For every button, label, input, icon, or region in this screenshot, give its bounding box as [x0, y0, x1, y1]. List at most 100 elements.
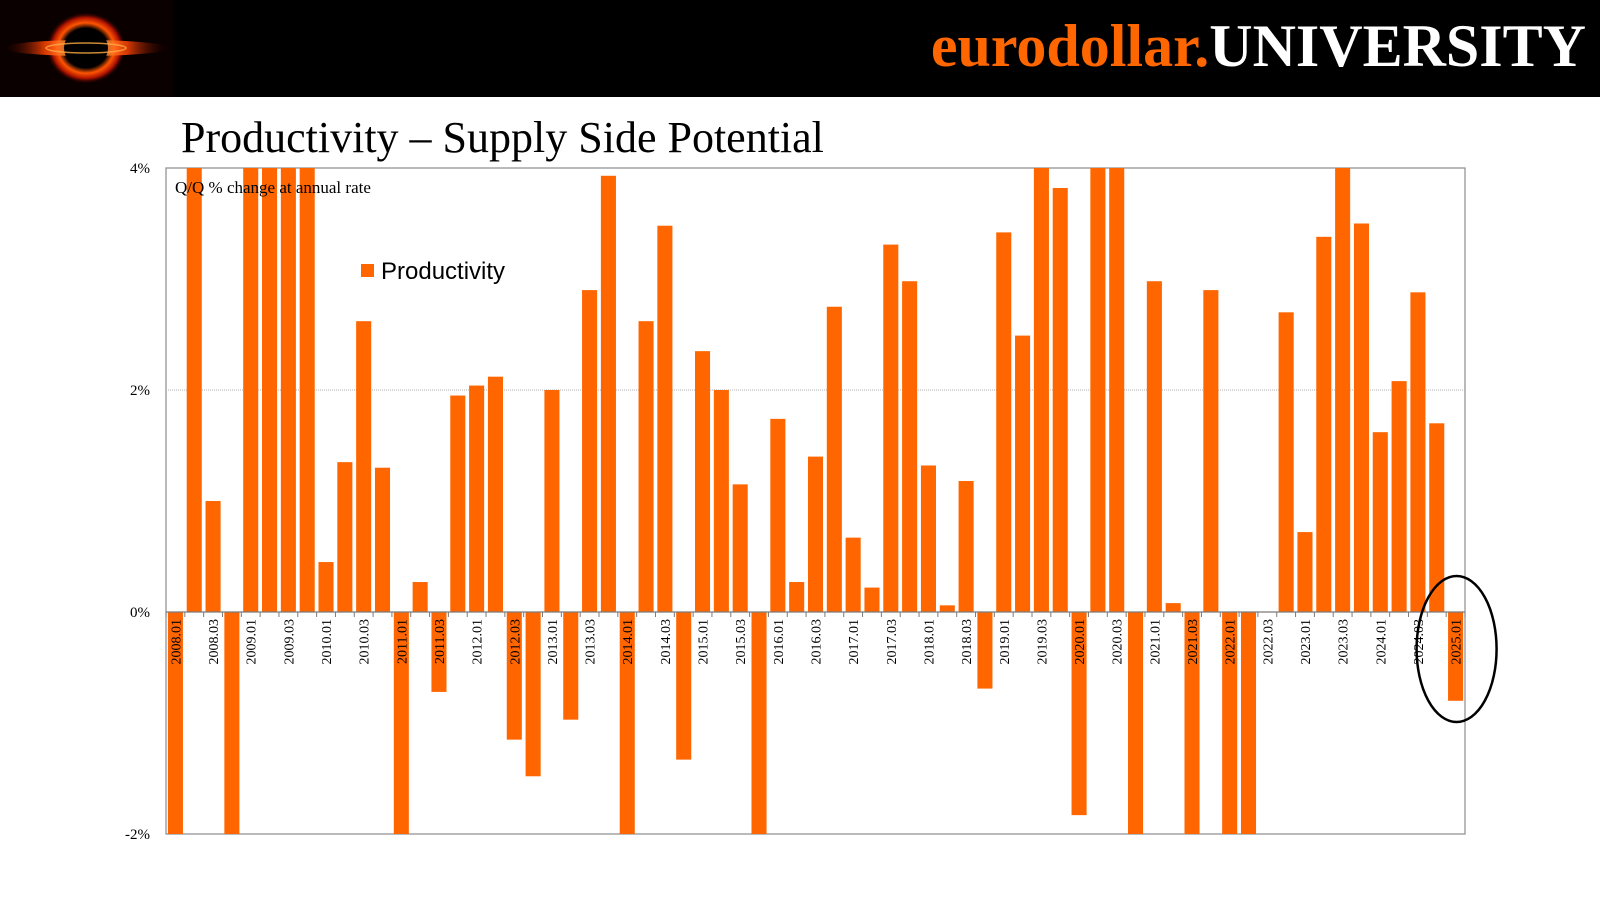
bar [1335, 168, 1351, 612]
bar [996, 232, 1012, 612]
bar [751, 612, 767, 834]
bar [431, 612, 447, 692]
x-tick-label: 2023.03 [1337, 619, 1352, 665]
chart-subtitle: Q/Q % change at annual rate [175, 178, 371, 197]
x-tick-label: 2021.03 [1186, 619, 1201, 665]
bar [1429, 423, 1445, 612]
bar [1165, 603, 1181, 612]
bar [789, 582, 805, 612]
legend-label: Productivity [381, 258, 505, 285]
bar [356, 321, 372, 612]
bar [920, 465, 936, 612]
x-tick-label: 2016.03 [810, 619, 825, 665]
page-title: Productivity – Supply Side Potential [181, 113, 824, 162]
bar [1353, 223, 1369, 612]
x-tick-label: 2016.01 [772, 619, 787, 665]
bar [657, 225, 673, 612]
x-tick-label: 2013.03 [584, 619, 599, 665]
x-tick-label: 2018.03 [960, 619, 975, 665]
bar [1052, 187, 1068, 613]
bar [695, 351, 711, 612]
bar [544, 390, 560, 612]
eurodollar-logo [0, 0, 173, 97]
bar [167, 612, 183, 834]
bar [1240, 612, 1257, 834]
x-tick-label: 2022.03 [1261, 619, 1276, 665]
legend-swatch [361, 264, 374, 277]
bar [205, 501, 221, 612]
bar [1448, 612, 1464, 701]
x-tick-label: 2024.01 [1374, 619, 1389, 665]
x-tick-label: 2010.03 [358, 619, 373, 665]
x-tick-label: 2020.03 [1111, 619, 1126, 665]
x-tick-label: 2025.01 [1450, 619, 1465, 665]
bar [600, 175, 616, 612]
bar [1109, 168, 1125, 612]
x-tick-label: 2008.03 [207, 619, 222, 665]
bar [1222, 612, 1238, 834]
y-tick-label: -2% [125, 827, 150, 843]
bar [224, 612, 240, 834]
plot-frame [165, 167, 1466, 835]
bar [262, 168, 278, 612]
bar [619, 612, 635, 834]
bar [525, 612, 541, 777]
bar [977, 612, 993, 689]
x-tick-label: 2012.03 [508, 619, 523, 665]
bar [1372, 432, 1388, 612]
bar [845, 537, 861, 612]
x-tick-label: 2015.03 [734, 619, 749, 665]
header-bar: eurodollar.UNIVERSITY [0, 0, 1600, 97]
x-tick-label: 2010.01 [320, 619, 335, 665]
x-tick-label: 2017.03 [885, 619, 900, 665]
bar [487, 376, 503, 612]
x-tick-label: 2020.01 [1073, 619, 1088, 665]
y-tick-label: 4% [130, 161, 150, 177]
bar [506, 612, 522, 740]
bar [939, 605, 955, 612]
bar [582, 290, 598, 612]
bar [1297, 532, 1313, 612]
y-tick-label: 2% [130, 383, 150, 399]
x-tick-label: 2018.01 [922, 619, 937, 665]
bar [450, 395, 466, 612]
bar [374, 467, 391, 612]
bar [883, 244, 899, 612]
highlight-ellipse [1415, 574, 1498, 724]
bar [1015, 335, 1031, 612]
bar [186, 168, 202, 612]
x-tick-label: 2011.01 [395, 619, 410, 664]
bar [638, 321, 654, 612]
bar [770, 418, 786, 612]
bar [393, 612, 409, 834]
brand-name-part2: UNIVERSITY [1209, 13, 1586, 79]
bar [1203, 290, 1219, 612]
x-tick-label: 2021.01 [1148, 619, 1163, 665]
bar [1090, 168, 1106, 612]
bar [807, 456, 824, 612]
x-tick-label: 2015.01 [697, 619, 712, 665]
bar [732, 484, 748, 612]
x-tick-label: 2008.01 [169, 619, 184, 665]
black-hole-logo-icon [4, 12, 168, 84]
bar [563, 612, 579, 720]
bar [1071, 612, 1087, 816]
bar [902, 281, 918, 612]
x-tick-label: 2014.03 [659, 619, 674, 665]
bar [826, 306, 842, 612]
x-tick-label: 2013.01 [546, 619, 561, 665]
bar [243, 168, 259, 612]
bar [299, 168, 315, 612]
y-tick-label: 0% [130, 605, 150, 621]
x-tick-label: 2009.03 [282, 619, 297, 665]
x-tick-label: 2019.01 [998, 619, 1013, 665]
x-tick-label: 2012.01 [471, 619, 486, 665]
bar [1033, 168, 1049, 612]
bar [1146, 281, 1162, 612]
bar [1128, 612, 1144, 834]
brand-wordmark: eurodollar.UNIVERSITY [931, 6, 1586, 86]
bar [469, 385, 485, 612]
x-tick-label: 2023.01 [1299, 619, 1314, 665]
bar [1184, 612, 1200, 834]
